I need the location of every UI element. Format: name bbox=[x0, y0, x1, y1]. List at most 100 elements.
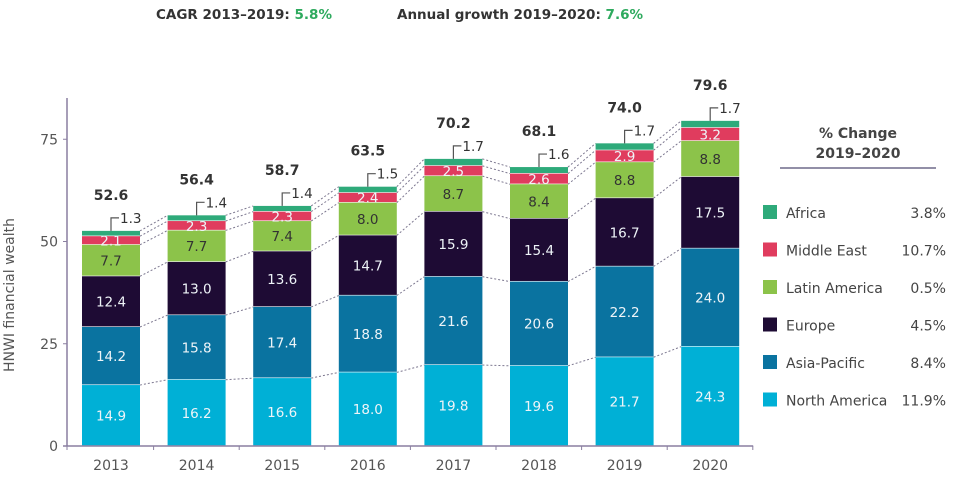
connector-line bbox=[653, 127, 682, 151]
bar-stack-2018: 19.6 20.6 15.4 8.4 2.6 1.6 68.1 bbox=[510, 124, 569, 446]
connector-line bbox=[396, 211, 425, 236]
bar-segment-asia-pacific bbox=[167, 315, 226, 380]
total-label: 79.6 bbox=[693, 78, 728, 94]
connector-line bbox=[139, 314, 168, 328]
bar-segment-middle-east bbox=[82, 236, 140, 245]
data-label: 24.3 bbox=[695, 389, 725, 405]
data-label: 1.3 bbox=[120, 211, 141, 227]
data-label: 21.7 bbox=[610, 395, 640, 411]
bar-stack-2013: 14.9 14.2 12.4 7.7 2.1 1.3 52.6 bbox=[82, 188, 141, 446]
data-label: 17.4 bbox=[267, 336, 297, 352]
bar-segment-middle-east bbox=[253, 211, 312, 221]
bar-segment-north-america bbox=[82, 385, 140, 446]
legend-swatch bbox=[763, 392, 777, 407]
bar-segment-africa bbox=[681, 120, 740, 128]
x-tick-label: 2015 bbox=[264, 458, 300, 474]
legend-swatch bbox=[763, 205, 777, 219]
data-label: 7.4 bbox=[271, 229, 292, 245]
y-tick-label: 50 bbox=[40, 235, 58, 251]
connector-line bbox=[225, 205, 254, 216]
x-tick-label: 2016 bbox=[350, 458, 386, 474]
data-label: 2.6 bbox=[528, 172, 549, 188]
bar-segment-latin-america bbox=[338, 202, 397, 235]
bar-segment-asia-pacific bbox=[595, 266, 654, 357]
bar-segment-latin-america bbox=[595, 162, 654, 198]
bar-segment-latin-america bbox=[82, 244, 140, 276]
connector-line bbox=[139, 214, 168, 232]
bar-segment-asia-pacific bbox=[253, 306, 312, 378]
connector-line bbox=[139, 379, 168, 386]
axes-group: 2013 2014 2015 2016 2017 2018 2019 2020 0 25 50 75 H… bbox=[2, 98, 754, 474]
connector-line bbox=[225, 250, 254, 263]
legend-change-value: 11.9% bbox=[902, 394, 946, 410]
connector-line bbox=[567, 161, 596, 185]
connector-line bbox=[482, 211, 511, 220]
data-label: 21.6 bbox=[438, 314, 468, 330]
bar-segment-middle-east bbox=[681, 127, 740, 141]
data-label: 14.9 bbox=[96, 409, 126, 425]
total-label: 58.7 bbox=[265, 163, 300, 179]
total-label: 63.5 bbox=[351, 144, 386, 160]
x-tick-label: 2014 bbox=[179, 458, 215, 474]
bar-segment-europe bbox=[82, 276, 140, 327]
connector-line bbox=[482, 175, 511, 185]
data-label: 16.6 bbox=[267, 405, 297, 421]
legend-label: North America bbox=[786, 394, 887, 410]
data-label: 3.2 bbox=[699, 127, 720, 143]
legend-subtitle: 2019–2020 bbox=[816, 146, 901, 162]
data-label: 2.3 bbox=[271, 209, 292, 225]
bar-segment-europe bbox=[510, 218, 568, 281]
bar-segment-middle-east bbox=[338, 192, 397, 203]
connector-line bbox=[139, 261, 168, 277]
bar-segment-north-america bbox=[681, 346, 740, 446]
legend-label: Middle East bbox=[786, 244, 867, 260]
data-label: 8.8 bbox=[699, 152, 720, 168]
data-label: 13.0 bbox=[182, 282, 212, 298]
data-label: 15.8 bbox=[182, 340, 212, 356]
connector-line bbox=[567, 142, 596, 168]
data-label: 16.2 bbox=[182, 406, 212, 422]
connector-line bbox=[139, 220, 168, 237]
annual-growth-value: 7.6% bbox=[605, 7, 643, 23]
connector-line bbox=[567, 197, 596, 219]
legend-change-value: 4.5% bbox=[910, 319, 946, 335]
legend-item: Asia-Pacific 8.4% bbox=[763, 355, 946, 372]
connector-line bbox=[225, 211, 254, 222]
data-label: 1.4 bbox=[291, 186, 312, 202]
callout-bracket bbox=[624, 129, 633, 144]
data-label: 20.6 bbox=[524, 317, 554, 333]
connector-line bbox=[310, 192, 340, 213]
connector-line bbox=[311, 371, 339, 379]
bar-segment-africa bbox=[253, 205, 312, 212]
data-label: 18.0 bbox=[353, 402, 383, 418]
bar-segment-asia-pacific bbox=[681, 248, 740, 347]
bar-segment-africa bbox=[510, 167, 568, 174]
legend-change-value: 10.7% bbox=[902, 244, 946, 260]
connector-line bbox=[396, 158, 425, 188]
connector-line bbox=[567, 266, 596, 283]
data-label: 1.7 bbox=[462, 139, 483, 155]
bar-segment-latin-america bbox=[510, 184, 568, 218]
bar-segment-north-america bbox=[167, 379, 226, 446]
annual-growth-label: Annual growth 2019–2020: bbox=[397, 7, 606, 23]
connector-line bbox=[567, 149, 596, 174]
legend-item: Europe 4.5% bbox=[763, 317, 946, 335]
x-tick-label: 2017 bbox=[436, 458, 472, 474]
connector-line bbox=[310, 186, 340, 207]
total-label: 74.0 bbox=[607, 100, 642, 116]
x-tick-label: 2019 bbox=[607, 458, 643, 474]
bar-segment-asia-pacific bbox=[424, 276, 483, 365]
data-label: 24.0 bbox=[695, 291, 725, 307]
connector-line bbox=[310, 234, 340, 252]
bar-segment-asia-pacific bbox=[338, 295, 397, 372]
data-label: 2.1 bbox=[100, 233, 121, 249]
bar-segment-middle-east bbox=[424, 165, 483, 176]
chart-header: CAGR 2013–2019: 5.8% Annual growth 2019–… bbox=[0, 7, 960, 27]
connector-line bbox=[653, 176, 682, 199]
bar-segment-latin-america bbox=[424, 176, 483, 212]
data-label: 8.8 bbox=[614, 173, 635, 189]
legend-swatch bbox=[763, 280, 777, 294]
bar-segment-north-america bbox=[338, 372, 397, 446]
bar-segment-asia-pacific bbox=[82, 326, 140, 385]
legend-title: % Change bbox=[819, 126, 897, 142]
